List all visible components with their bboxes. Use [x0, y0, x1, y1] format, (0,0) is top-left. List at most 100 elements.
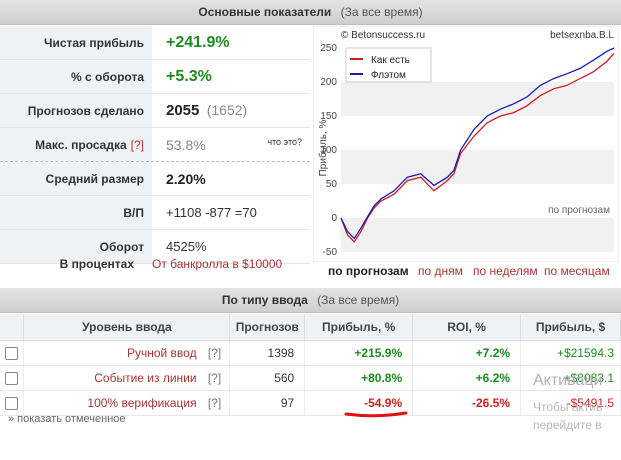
y-tick-label: 250 — [320, 43, 337, 54]
stat-value: +5.3% — [166, 67, 212, 85]
row-count: 1398 — [229, 340, 306, 366]
stat-turnover-pct: % с оборота +5.3% — [0, 60, 310, 94]
chart-watermark-right: betsexnba.B.L — [550, 30, 614, 41]
stat-value: 2055 (1652) — [152, 102, 310, 119]
profit-chart: -50 0 50 100 150 200 250 © Betonsuccess.ru bet… — [313, 26, 619, 262]
chart-tabs: по прогнозам по дням по неделям по месяц… — [313, 262, 621, 280]
row-hint[interactable]: [?] — [207, 346, 222, 360]
stat-max-drawdown: Макс. просадка [?] 53.8% что это? — [0, 128, 310, 162]
stats-panel: Чистая прибыль +241.9% % с оборота +5.3%… — [0, 26, 310, 264]
legend-box — [345, 47, 432, 83]
activation-watermark-title: Активаци — [533, 372, 603, 389]
stat-avg-size: Средний размер 2.20% — [0, 162, 310, 196]
y-tick-label: 200 — [320, 77, 337, 88]
chart-xlabel: по прогнозам — [548, 205, 610, 216]
drawdown-hint-link[interactable]: [?] — [130, 137, 144, 152]
row-level[interactable]: Событие из линии — [94, 371, 197, 385]
activation-watermark-text: Чтобы актив перейдите в — [533, 398, 603, 434]
stat-value: 53.8% что это? — [152, 137, 310, 153]
y-tick-label: 150 — [320, 111, 337, 122]
input-type-table: Уровень ввода Прогнозов Прибыль, % ROI, … — [0, 314, 621, 418]
stat-label: В/П — [0, 196, 152, 229]
series-line-as-is — [340, 52, 615, 243]
chart-band — [341, 82, 614, 116]
underline-mark — [344, 411, 408, 418]
in-percent-row: В процентах От банкролла в $10000 — [0, 252, 310, 276]
y-tick-label: 0 — [331, 213, 337, 224]
stat-wl: В/П +1108 -877 =70 — [0, 196, 310, 230]
stat-value: +241.9% — [166, 33, 230, 51]
table-row: Событие из линии [?] 560 +80.8% +6.2% +$… — [0, 365, 621, 391]
table-row: Ручной ввод [?] 1398 +215.9% +7.2% +$215… — [0, 340, 621, 366]
input-type-subtitle: (За все время) — [317, 293, 400, 307]
stat-value: +1108 -877 =70 — [166, 205, 257, 220]
activation-line-1: Чтобы актив — [533, 400, 603, 414]
summary-header: Основные показатели (За все время) — [0, 0, 621, 25]
row-profit-pct: -54.9% — [364, 396, 403, 410]
y-ticks: -50 0 50 100 150 200 250 — [320, 43, 337, 258]
row-hint[interactable]: [?] — [207, 396, 222, 410]
row-count: 560 — [229, 365, 306, 391]
row-level[interactable]: 100% верификация — [87, 396, 197, 410]
chart-band — [341, 150, 614, 184]
table-row: 100% верификация [?] 97 -54.9% -26.5% -$… — [0, 390, 621, 418]
row-checkbox[interactable] — [5, 372, 19, 386]
what-is-this-link[interactable]: что это? — [267, 136, 302, 147]
chart-watermark-left: © Betonsuccess.ru — [341, 30, 425, 41]
stat-net-profit: Чистая прибыль +241.9% — [0, 26, 310, 60]
row-roi: -26.5% — [412, 390, 522, 416]
series-line-flat — [340, 47, 615, 240]
row-profit-usd: +$21594.3 — [520, 340, 621, 366]
input-type-header: По типу ввода (За все время) — [0, 288, 621, 313]
header-level: Уровень ввода — [23, 314, 231, 341]
tab-by-predictions[interactable]: по прогнозам — [328, 264, 409, 278]
input-type-title: По типу ввода — [221, 293, 308, 307]
table-header-row: Уровень ввода Прогнозов Прибыль, % ROI, … — [0, 314, 621, 341]
stat-value: 4525% — [166, 239, 207, 254]
stat-label: Макс. просадка [?] — [0, 128, 152, 161]
row-profit-pct: +215.9% — [304, 340, 414, 366]
header-profit-usd: Прибыль, $ — [520, 314, 621, 341]
y-tick-label: 50 — [326, 179, 338, 190]
y-tick-label: -50 — [323, 247, 338, 258]
drawdown-label: Макс. просадка — [35, 137, 127, 152]
stat-label: Чистая прибыль — [0, 26, 152, 59]
predictions-count: 2055 — [166, 102, 200, 119]
row-count: 97 — [229, 390, 306, 416]
header-roi: ROI, % — [412, 314, 522, 341]
row-roi: +7.2% — [412, 340, 522, 366]
tab-by-days[interactable]: по дням — [418, 264, 463, 278]
legend-label-as-is: Как есть — [371, 55, 410, 66]
stat-predictions: Прогнозов сделано 2055 (1652) — [0, 94, 310, 128]
row-profit-pct: +80.8% — [304, 365, 414, 391]
stat-label: Средний размер — [0, 162, 152, 195]
drawdown-value: 53.8% — [166, 136, 206, 153]
in-percent-label: В процентах — [59, 257, 134, 271]
row-checkbox[interactable] — [5, 397, 19, 411]
chart-bands — [341, 82, 614, 252]
show-marked-link[interactable]: » показать отмеченное — [8, 413, 126, 425]
stat-value: 2.20% — [166, 170, 206, 187]
bankroll-link[interactable]: От банкролла в $10000 — [152, 257, 283, 271]
row-profit-usd: +$8083.1 — [520, 365, 621, 391]
header-count: Прогнозов — [229, 314, 306, 341]
stat-turnover: Оборот 4525% — [0, 230, 310, 264]
row-level[interactable]: Ручной ввод — [126, 346, 197, 360]
chart-ylabel: Прибыль, % — [317, 120, 329, 177]
y-tick-label: 100 — [320, 145, 337, 156]
stat-label: Прогнозов сделано — [0, 94, 152, 127]
row-roi: +6.2% — [412, 365, 522, 391]
stat-label: Оборот — [0, 230, 152, 263]
row-checkbox[interactable] — [5, 347, 19, 361]
activation-line-2: перейдите в — [533, 418, 602, 432]
legend-label-flat: Флэтом — [371, 70, 406, 81]
row-profit-usd: -$5491.5 — [520, 390, 621, 416]
chart-band — [341, 218, 614, 252]
tab-by-weeks[interactable]: по неделям — [473, 264, 538, 278]
stat-label: % с оборота — [0, 60, 152, 93]
row-hint[interactable]: [?] — [207, 371, 222, 385]
chart-lines — [340, 47, 615, 243]
summary-subtitle: (За все время) — [340, 5, 423, 19]
header-profit-pct: Прибыль, % — [304, 314, 414, 341]
tab-by-months[interactable]: по месяцам — [544, 264, 610, 278]
